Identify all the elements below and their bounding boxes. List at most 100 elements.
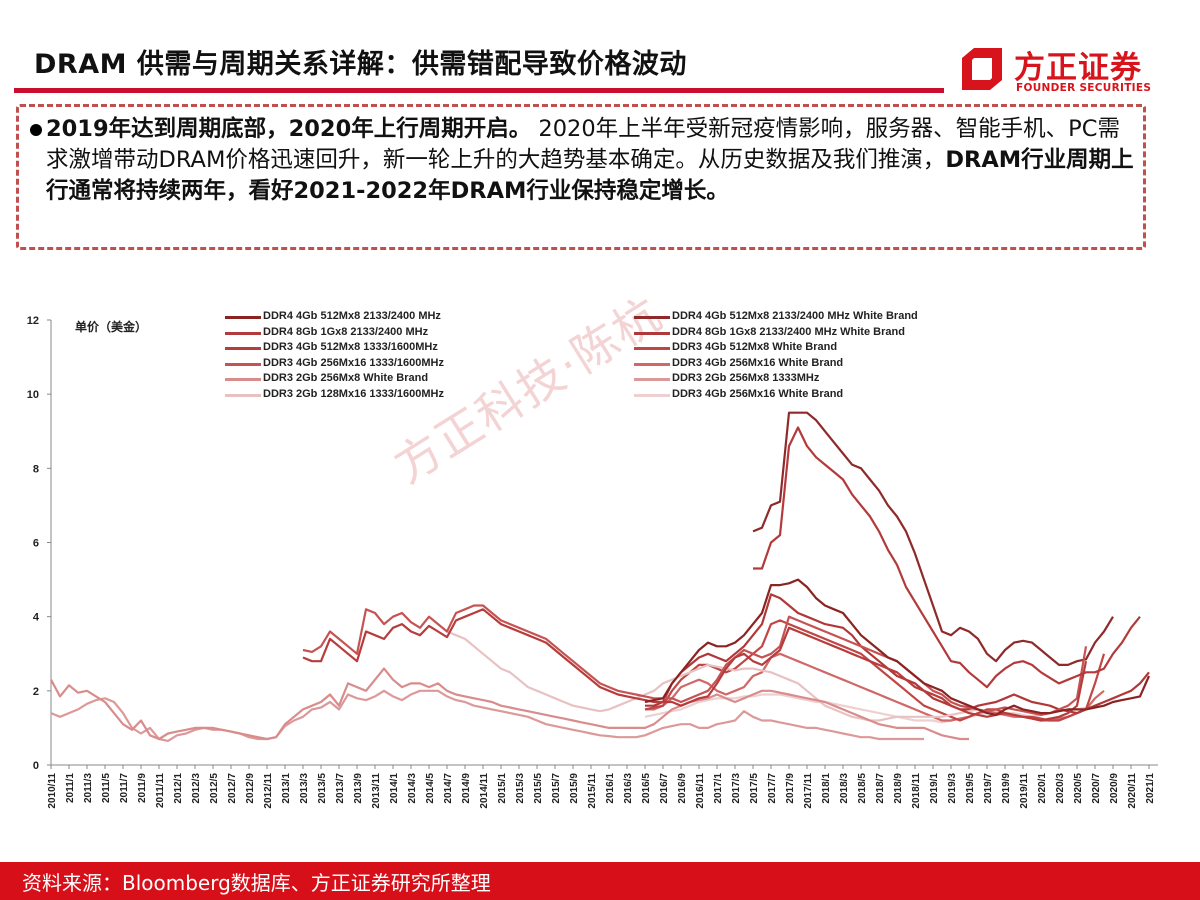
x-tick-label: 2015/5 <box>533 773 544 804</box>
legend-item: DDR3 4Gb 512Mx8 White Brand <box>634 340 918 356</box>
series-line <box>644 693 1087 724</box>
x-tick-label: 2020/3 <box>1055 773 1066 804</box>
legend-item: DDR4 8Gb 1Gx8 2133/2400 MHz White Brand <box>634 325 918 341</box>
x-tick-label: 2014/7 <box>443 773 454 804</box>
x-tick-label: 2017/1 <box>713 773 724 804</box>
summary-normal-1: 2020年上半年受新冠疫情影响，服务器、智能手机、PC需求激增带动DRAM价格迅… <box>46 116 1120 173</box>
legend-label: DDR3 4Gb 256Mx16 White Brand <box>672 387 844 400</box>
legend-swatch-icon <box>225 316 261 319</box>
x-tick-label: 2012/11 <box>263 773 274 809</box>
x-tick-label: 2011/3 <box>83 773 94 803</box>
x-tick-label: 2011/9 <box>137 773 148 803</box>
title-rule <box>14 88 944 93</box>
x-tick-label: 2017/3 <box>731 773 742 804</box>
x-tick-label: 2016/7 <box>659 773 670 804</box>
x-tick-label: 2016/5 <box>641 773 652 804</box>
legend-label: DDR4 4Gb 512Mx8 2133/2400 MHz <box>263 310 441 322</box>
legend-label: DDR4 8Gb 1Gx8 2133/2400 MHz White Brand <box>672 325 905 338</box>
legend-label: DDR3 2Gb 256Mx8 White Brand <box>263 372 429 384</box>
legend-swatch-icon <box>225 393 261 397</box>
x-tick-label: 2020/5 <box>1073 773 1084 804</box>
x-tick-label: 2019/11 <box>1019 773 1030 809</box>
x-tick-label: 2014/5 <box>425 773 436 804</box>
x-tick-label: 2011/11 <box>155 773 166 808</box>
x-tick-label: 2010/11 <box>47 773 58 809</box>
x-tick-label: 2018/5 <box>857 773 868 804</box>
x-tick-label: 2016/3 <box>623 773 634 804</box>
x-tick-label: 2020/11 <box>1127 773 1138 809</box>
y-tick-label: 8 <box>33 463 39 475</box>
x-tick-label: 2012/5 <box>209 773 220 804</box>
legend-swatch-icon <box>634 393 670 397</box>
y-tick-label: 2 <box>33 686 39 698</box>
series-line <box>302 608 1088 722</box>
x-tick-label: 2019/1 <box>929 773 940 804</box>
dram-price-chart: 0 2 4 6 8 10 12 单价（美金） 2010/11 2011/1 2011/3 2011/5… <box>0 290 1200 850</box>
x-tick-label: 2017/7 <box>767 773 778 804</box>
series-line <box>50 667 969 741</box>
page-title: DRAM 供需与周期关系详解：供需错配导致价格波动 <box>34 49 687 80</box>
x-tick-label: 2019/9 <box>1001 773 1012 804</box>
x-tick-label: 2013/9 <box>353 773 364 804</box>
summary-bold-1: 2019年达到周期底部，2020年上行周期开启。 <box>46 116 532 142</box>
legend-swatch-icon <box>634 378 670 381</box>
x-tick-label: 2012/3 <box>191 773 202 804</box>
x-tick-label: 2019/5 <box>965 773 976 804</box>
company-logo: 方正证券 FOUNDER SECURITIES <box>958 42 1158 100</box>
x-tick-label: 2013/3 <box>299 773 310 804</box>
series-line <box>50 689 924 743</box>
x-tick-label: 2020/7 <box>1091 773 1102 804</box>
x-tick-label: 2017/5 <box>749 773 760 804</box>
x-tick-label: 2018/9 <box>893 773 904 804</box>
legend-item: DDR4 8Gb 1Gx8 2133/2400 MHz <box>225 325 444 341</box>
legend-label: DDR4 8Gb 1Gx8 2133/2400 MHz <box>263 325 429 338</box>
legend-right: DDR4 4Gb 512Mx8 2133/2400 MHz White Bran… <box>634 309 918 402</box>
logo-chinese-text: 方正证券 <box>1014 50 1142 86</box>
x-tick-label: 2021/1 <box>1145 773 1156 804</box>
y-tick-label: 4 <box>33 612 40 624</box>
source-footer: 资料来源：Bloomberg数据库、方正证券研究所整理 <box>0 862 1200 900</box>
legend-item: DDR3 2Gb 256Mx8 1333MHz <box>634 371 918 387</box>
x-tick-label: 2014/3 <box>407 773 418 804</box>
x-tick-label: 2015/1 <box>497 773 508 804</box>
legend-item: DDR3 4Gb 256Mx16 1333/1600MHz <box>225 356 444 372</box>
summary-bold-2: DRAM行业周期上行通常将持续两年，看好2021-2022年DRAM行业保持稳定… <box>46 147 1134 204</box>
x-tick-label: 2014/11 <box>479 773 490 809</box>
series-line <box>446 630 979 722</box>
x-tick-label: 2016/9 <box>677 773 688 804</box>
logo-mark-icon <box>962 48 1002 90</box>
legend-item: DDR4 4Gb 512Mx8 2133/2400 MHz <box>225 309 444 325</box>
legend-swatch-icon <box>634 347 670 350</box>
legend-swatch-icon <box>634 362 670 366</box>
bullet-icon <box>30 124 42 136</box>
x-tick-label: 2020/1 <box>1037 773 1048 804</box>
x-tick-label: 2013/11 <box>371 773 382 809</box>
x-tick-label: 2017/9 <box>785 773 796 804</box>
legend-label: DDR3 2Gb 256Mx8 1333MHz <box>672 372 820 384</box>
x-tick-label: 2017/11 <box>803 773 814 809</box>
legend-item: DDR3 2Gb 128Mx16 1333/1600MHz <box>225 387 444 403</box>
legend-left: DDR4 4Gb 512Mx8 2133/2400 MHz DDR4 8Gb 1G… <box>225 309 444 402</box>
legend-label: DDR3 4Gb 512Mx8 1333/1600MHz <box>263 341 438 353</box>
legend-item: DDR3 2Gb 256Mx8 White Brand <box>225 371 444 387</box>
legend-swatch-icon <box>225 331 261 335</box>
x-tick-label: 2013/1 <box>281 773 292 804</box>
series-line <box>752 411 1114 667</box>
x-tick-label: 2018/7 <box>875 773 886 804</box>
x-tick-label: 2014/1 <box>389 773 400 804</box>
legend-item: DDR4 4Gb 512Mx8 2133/2400 MHz White Bran… <box>634 309 918 325</box>
x-tick-label: 2012/7 <box>227 773 238 804</box>
logo-english-text: FOUNDER SECURITIES <box>1016 82 1152 94</box>
x-tick-label: 2019/7 <box>983 773 994 804</box>
summary-callout-box <box>16 104 1146 250</box>
x-tick-label: 2011/5 <box>101 773 112 803</box>
series-line <box>302 604 1088 717</box>
y-axis-label: 单价（美金） <box>75 319 147 334</box>
legend-swatch-icon <box>225 347 261 350</box>
x-tick-label: 2018/3 <box>839 773 850 804</box>
y-tick-label: 12 <box>27 315 39 327</box>
x-tick-label: 2012/1 <box>173 773 184 804</box>
x-tick-label: 2018/11 <box>911 773 922 809</box>
legend-label: DDR3 2Gb 128Mx16 1333/1600MHz <box>263 387 444 400</box>
x-tick-label: 2018/1 <box>821 773 832 804</box>
